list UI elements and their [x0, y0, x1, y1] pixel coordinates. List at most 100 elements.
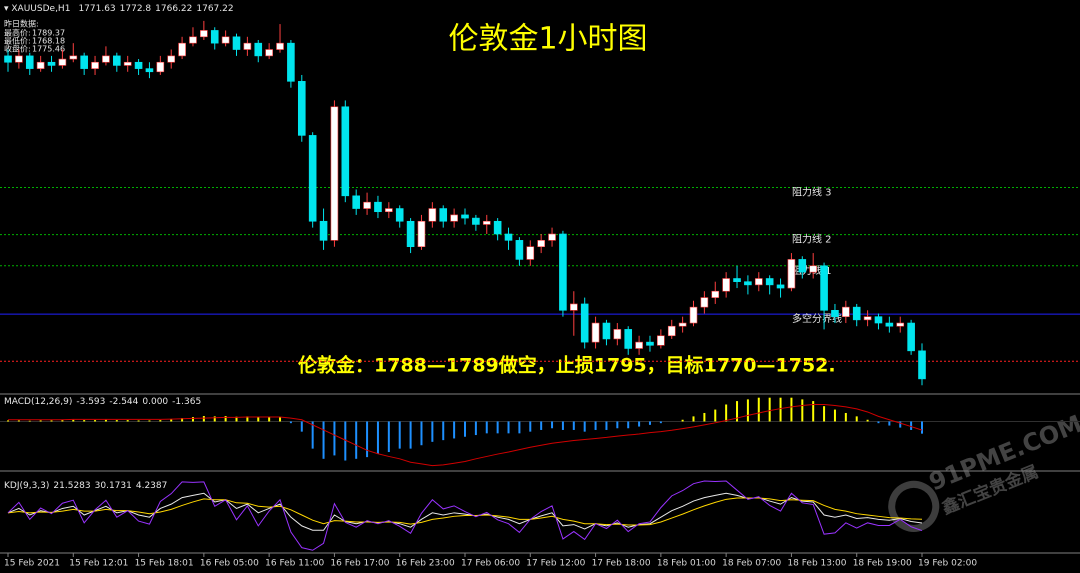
data-window-value: 1789.37	[32, 29, 65, 38]
candle-body	[80, 55, 88, 69]
macd-bar	[181, 418, 184, 422]
candle-body	[276, 42, 284, 50]
candle-body	[308, 135, 317, 222]
macd-bar	[888, 421, 891, 426]
candle-body	[232, 36, 241, 50]
candle-body	[798, 259, 807, 273]
macd-bar	[605, 421, 608, 430]
candle-body	[809, 265, 817, 273]
macd-bar	[594, 421, 597, 430]
header-low: 1766.22	[155, 4, 192, 14]
header-marker: ▾	[4, 4, 11, 14]
macd-header: MACD(12,26,9) -3.593 -2.544 0.000 -1.365	[4, 397, 201, 407]
candle-body	[385, 208, 393, 213]
x-tick-label: 18 Feb 01:00	[657, 559, 716, 569]
macd-bar	[474, 421, 477, 436]
macd-bar	[39, 420, 42, 422]
x-tick-label: 18 Feb 19:00	[853, 559, 912, 569]
macd-bar	[355, 421, 358, 459]
macd-bar	[703, 412, 706, 422]
candle-body	[918, 350, 926, 380]
macd-bar	[246, 416, 249, 422]
kdj-name: KDJ(9,3,3)	[4, 481, 49, 491]
candle-body	[874, 316, 883, 324]
level-label: 阻力线 3	[792, 186, 832, 199]
macd-bar	[387, 421, 390, 453]
macd-bar	[431, 421, 434, 442]
candle-body	[287, 42, 295, 82]
x-tick-label: 19 Feb 02:00	[918, 559, 977, 569]
macd-bar	[28, 420, 31, 422]
macd-bar	[823, 406, 826, 422]
macd-bar	[83, 420, 86, 422]
kdj-j-value: 4.2387	[136, 481, 168, 491]
symbol: XAUUSDe,H1	[11, 4, 70, 14]
candle-body	[200, 30, 208, 38]
candle-body	[102, 55, 110, 63]
macd-bar	[812, 401, 815, 422]
macd-value: -3.593	[76, 397, 105, 407]
candle-body	[69, 55, 78, 60]
x-tick-label: 17 Feb 12:00	[526, 559, 585, 569]
data-window-label: 最低价:	[4, 36, 31, 46]
level-label: 阻力线 2	[792, 233, 832, 246]
kdj-line	[7, 480, 923, 551]
candle-body	[450, 214, 458, 222]
macd-bar	[551, 421, 554, 429]
candle-body	[635, 341, 643, 349]
candle-body	[352, 195, 360, 209]
macd-bar	[115, 420, 118, 422]
macd-extra: 0.000	[142, 397, 168, 407]
macd-bar	[257, 417, 260, 422]
candle-body	[47, 61, 56, 66]
symbol-header: ▾ XAUUSDe,H1 1771.63 1772.8 1766.22 1767.22	[4, 4, 234, 14]
data-window-label: 最高价:	[4, 28, 31, 38]
macd-bar	[866, 419, 869, 422]
candle-body	[319, 220, 328, 241]
candle-body	[58, 58, 67, 66]
macd-bar	[148, 420, 151, 422]
macd-bar	[833, 409, 836, 422]
kdj-line	[7, 497, 923, 526]
candle-body	[754, 278, 763, 286]
candle-body	[537, 240, 545, 248]
candle-body	[482, 220, 491, 225]
candle-body	[602, 322, 611, 340]
candle-body	[885, 322, 894, 327]
macd-bar	[311, 421, 314, 449]
candle-body	[493, 220, 502, 235]
data-window-value: 1775.46	[32, 45, 65, 54]
macd-bar	[921, 421, 923, 434]
macd-bar	[191, 417, 194, 422]
candle-body	[613, 329, 622, 340]
macd-bar	[442, 421, 445, 441]
macd-bar	[529, 421, 532, 432]
macd-bar	[779, 397, 782, 422]
candle-body	[667, 325, 676, 337]
candle-body	[515, 240, 524, 260]
candle-body	[461, 214, 469, 219]
candle-body	[657, 335, 665, 346]
candle-body	[395, 208, 404, 222]
candle-body	[374, 201, 382, 213]
macd-bar	[507, 421, 510, 434]
candle-body	[689, 306, 698, 324]
macd-bar	[877, 421, 880, 424]
data-window-title: 昨日数据:	[4, 19, 39, 29]
macd-bar	[409, 421, 412, 449]
candle-body	[722, 278, 730, 292]
candle-body	[787, 259, 796, 289]
macd-bar	[681, 419, 684, 422]
x-tick-label: 18 Feb 07:00	[722, 559, 781, 569]
header-high: 1772.8	[120, 4, 152, 14]
macd-bar	[561, 421, 564, 430]
macd-bar	[50, 420, 53, 422]
candle-body	[25, 55, 34, 69]
macd-bar	[376, 421, 379, 454]
level-label: 多空分界线	[792, 312, 842, 325]
candle-body	[863, 316, 872, 321]
x-tick-label: 16 Feb 17:00	[330, 559, 389, 569]
macd-bar	[170, 419, 173, 422]
macd-bar	[714, 409, 717, 422]
